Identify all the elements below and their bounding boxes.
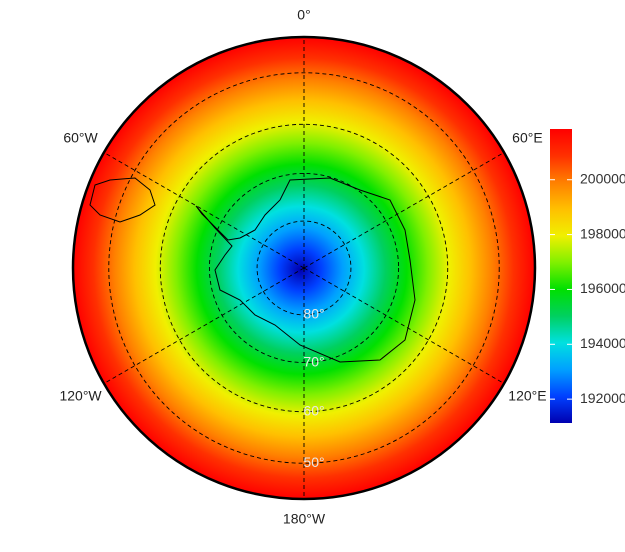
lon-label: 120°W: [59, 388, 102, 404]
colorbar: [550, 129, 572, 423]
lat-grid-line: [108, 72, 500, 464]
lon-grid-line: [303, 152, 505, 269]
lon-grid-line: [303, 267, 505, 384]
lon-grid-line: [103, 267, 305, 384]
antarctica-coast: [195, 177, 416, 363]
colorbar-tick-label: 196000: [580, 280, 625, 296]
lon-label: 60°W: [63, 130, 98, 146]
lat-label: 60°: [303, 402, 324, 418]
colorbar-tick-label: 200000: [580, 170, 625, 186]
lon-label: 60°E: [512, 130, 543, 146]
map-border: [71, 35, 537, 501]
lon-label: 0°: [297, 7, 310, 23]
lat-label: 50°: [303, 454, 324, 470]
lon-label: 120°E: [508, 388, 546, 404]
lat-label: 70°: [303, 353, 324, 369]
lat-label: 80°: [303, 306, 324, 322]
lon-label: 180°W: [283, 511, 326, 527]
colorbar-tick-label: 198000: [580, 225, 625, 241]
colorbar-tick-label: 192000: [580, 390, 625, 406]
lat-grid-line: [256, 220, 352, 316]
lon-grid-line: [103, 152, 305, 269]
colorbar-tick-label: 194000: [580, 335, 625, 351]
south-america-coast: [89, 177, 156, 223]
